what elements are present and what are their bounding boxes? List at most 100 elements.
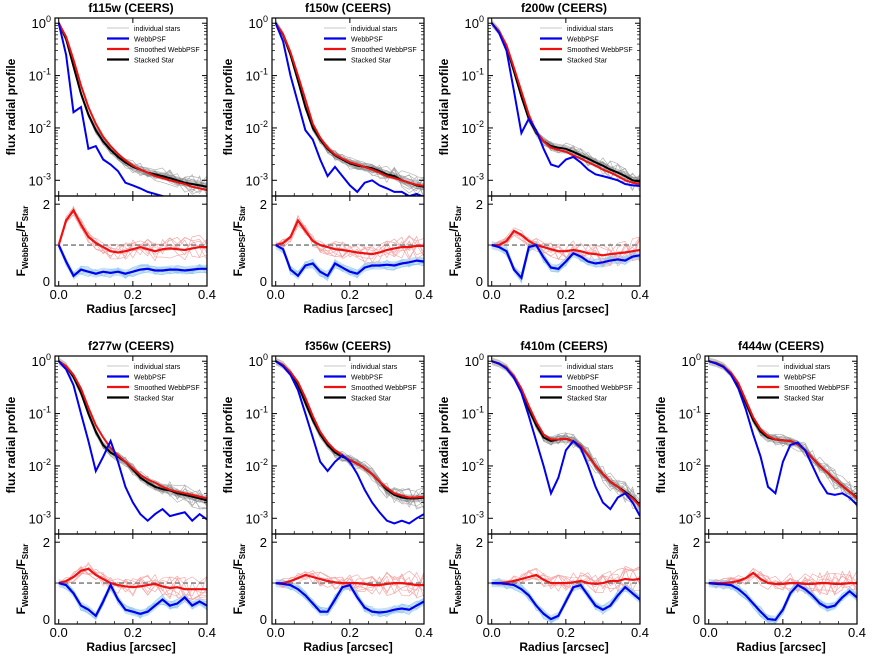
legend-label-webb: WebbPSF (567, 375, 599, 382)
y-tick-label: 0 (693, 612, 700, 627)
y-tick-label: 10-1 (462, 67, 484, 84)
smoothed-webbpsf-line (490, 22, 640, 185)
legend-label-individual: individual stars (134, 364, 181, 371)
y-tick-label: 100 (249, 352, 268, 369)
legend-label-individual: individual stars (351, 364, 398, 371)
ratio-frame (704, 533, 858, 625)
individual-webb-ratio-line (708, 580, 857, 623)
x-axis-label: Radius [arcsec] (519, 640, 608, 654)
ratio-frame (487, 533, 641, 625)
y-tick-label: 10-2 (462, 457, 484, 474)
x-tick-label: 0.0 (700, 625, 718, 640)
x-tick-label: 0.2 (774, 625, 792, 640)
legend-label-smoothed: Smoothed WebbPSF (567, 47, 633, 54)
ratio-frame (487, 195, 641, 287)
y-axis-label-ratio: FWebbPSF/FStar (231, 544, 247, 615)
y-tick-label: 10-3 (246, 509, 268, 526)
individual-star-line (58, 361, 207, 504)
x-tick-label: 0.4 (198, 625, 216, 640)
stacked-star-line (57, 22, 207, 188)
individual-webb-ratio-line (491, 241, 640, 274)
y-axis-label-profile: flux radial profile (4, 58, 18, 155)
panel-f277w: f277w (CEERS) 100 10-1 10-2 10-3 flux radial … (4, 339, 216, 654)
smoothed-ratio-line (275, 573, 424, 587)
webbpsf-line (57, 360, 207, 523)
legend-label-smoothed: Smoothed WebbPSF (567, 385, 633, 392)
y-tick-label: 2 (260, 197, 267, 212)
legend: individual stars WebbPSF Smoothed WebbPSF S… (324, 26, 417, 65)
webbpsf-ratio-line (58, 582, 207, 618)
webbpsf-line (708, 360, 857, 506)
individual-ratio-line (491, 232, 640, 265)
legend-label-smoothed: Smoothed WebbPSF (351, 47, 417, 54)
individual-webb-ratio-line (58, 582, 207, 617)
individual-ratio-line (58, 208, 207, 261)
individual-ratio-line (491, 566, 640, 592)
individual-ratio-line (58, 562, 207, 597)
y-tick-label: 10-1 (29, 67, 51, 84)
individual-star-line (491, 361, 640, 501)
panel-title: f410m (CEERS) (520, 339, 607, 353)
panel-title: f150w (CEERS) (305, 1, 391, 15)
y-tick-label: 10-2 (246, 457, 268, 474)
panel-title: f115w (CEERS) (88, 1, 173, 15)
x-tick-label: 0.4 (848, 625, 866, 640)
individual-ratio-line (58, 207, 207, 262)
x-tick-label: 0.2 (557, 287, 575, 302)
y-axis-label-profile: flux radial profile (221, 396, 235, 493)
y-axis-label-ratio: FWebbPSF/FStar (447, 206, 463, 277)
legend-label-smoothed: Smoothed WebbPSF (134, 47, 200, 54)
ratio-plot (705, 568, 857, 624)
legend: individual stars WebbPSF Smoothed WebbPSF S… (540, 364, 633, 403)
y-tick-label: 2 (693, 535, 700, 550)
y-tick-label: 100 (465, 352, 484, 369)
x-tick-label: 0.0 (483, 625, 501, 640)
panel-title: f200w (CEERS) (521, 1, 607, 15)
webbpsf-line (275, 360, 424, 525)
y-axis-label-ratio: FWebbPSF/FStar (14, 206, 30, 277)
panel-f444w: f444w (CEERS) 100 10-1 10-2 10-3 flux radial … (654, 339, 866, 654)
legend-label-webb: WebbPSF (134, 375, 166, 382)
x-tick-label: 0.2 (341, 287, 359, 302)
webbpsf-ratio-band (58, 579, 207, 620)
y-tick-label: 10-3 (29, 509, 51, 526)
stacked-star-line (490, 22, 640, 183)
webbpsf-line (490, 22, 640, 187)
y-tick-label: 10-3 (29, 171, 51, 188)
legend: individual stars WebbPSF Smoothed WebbPSF S… (757, 364, 850, 403)
webbpsf-ratio-line (491, 582, 640, 621)
y-tick-label: 10-2 (29, 119, 51, 136)
webbpsf-ratio-line (491, 243, 640, 281)
legend-label-webb: WebbPSF (351, 37, 383, 44)
ratio-frame (271, 195, 425, 287)
x-tick-label: 0.4 (631, 625, 649, 640)
y-tick-label: 10-2 (29, 457, 51, 474)
ratio-plot (488, 227, 640, 284)
x-tick-label: 0.0 (50, 287, 68, 302)
legend-label-stacked: Stacked Star (351, 396, 392, 403)
ratio-frame (54, 533, 208, 625)
smoothed-ratio-line (491, 229, 640, 257)
individual-star-line (708, 360, 857, 494)
smoothed-webbpsf-line (708, 360, 857, 500)
x-tick-label: 0.4 (415, 287, 433, 302)
legend-label-stacked: Stacked Star (784, 396, 825, 403)
webbpsf-ratio-line (57, 244, 207, 278)
x-axis-label: Radius [arcsec] (736, 640, 825, 654)
legend-label-stacked: Stacked Star (134, 396, 175, 403)
smoothed-webbpsf-line (58, 360, 207, 500)
legend-label-stacked: Stacked Star (567, 58, 608, 65)
individual-webb-ratio-line (58, 580, 207, 619)
individual-ratio-line (275, 570, 424, 598)
ratio-plot (272, 570, 424, 618)
individual-star-line (58, 361, 207, 496)
ratio-plot (488, 565, 640, 624)
y-tick-label: 10-2 (462, 119, 484, 136)
legend-label-individual: individual stars (351, 26, 398, 33)
profile-plot (708, 357, 857, 509)
legend-label-stacked: Stacked Star (351, 58, 392, 65)
smoothed-webbpsf-line (491, 360, 640, 507)
x-tick-label: 0.4 (198, 287, 216, 302)
individual-star-line (58, 361, 207, 510)
